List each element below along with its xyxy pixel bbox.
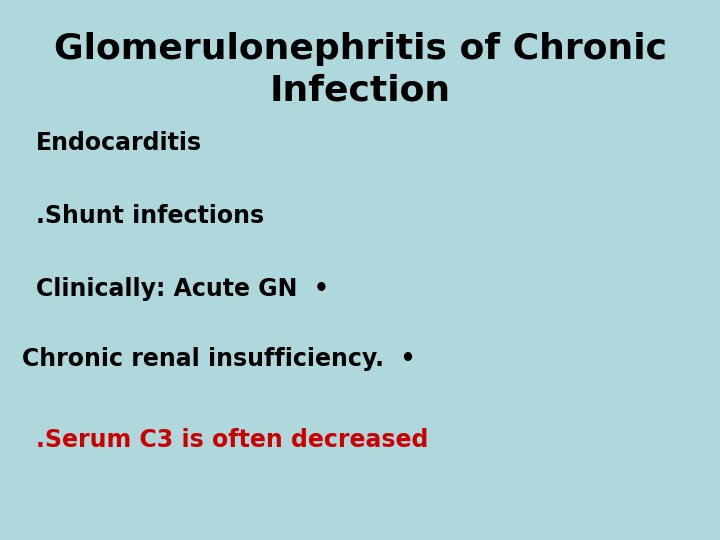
Text: .Serum C3 is often decreased: .Serum C3 is often decreased [36, 428, 428, 452]
Text: Chronic renal insufficiency.  •: Chronic renal insufficiency. • [22, 347, 415, 371]
Text: Glomerulonephritis of Chronic
Infection: Glomerulonephritis of Chronic Infection [53, 32, 667, 107]
Text: .Shunt infections: .Shunt infections [36, 204, 264, 228]
Text: Endocarditis: Endocarditis [36, 131, 202, 155]
Text: Clinically: Acute GN  •: Clinically: Acute GN • [36, 277, 329, 301]
